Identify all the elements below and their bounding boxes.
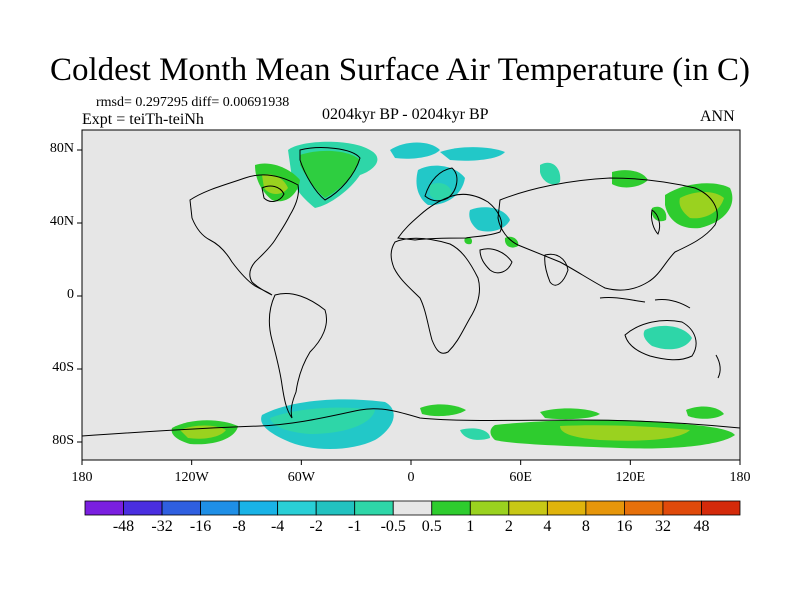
colorbar-label: 2 [504, 518, 513, 535]
coast-south-america [268, 293, 327, 419]
coast-indonesia [599, 297, 691, 309]
colorbar-label: -1 [348, 518, 362, 535]
colorbar-label: -32 [151, 518, 173, 535]
colorbar-box [508, 500, 548, 516]
latitude-ticks [77, 149, 82, 443]
lat-tick-label: 40N [49, 214, 74, 229]
colorbar-box [277, 500, 317, 516]
colorbar-box [161, 500, 201, 516]
colorbar-box [123, 500, 163, 516]
experiment-label: Expt = teiTh-teiNh [82, 111, 204, 128]
colorbar-label: 32 [654, 518, 671, 535]
patch-arctic-cyan-2 [440, 147, 505, 161]
colorbar-label: 16 [616, 518, 633, 535]
patch-eastasia-yg [679, 192, 724, 219]
lon-tick-label: 60E [509, 470, 532, 485]
patch-s-atlantic-green [420, 404, 466, 417]
lon-tick-label: 120W [174, 470, 209, 485]
coast-new-zealand [715, 354, 721, 379]
colorbar-box [546, 500, 587, 516]
colorbar-box [315, 500, 356, 516]
colorbar-label: 8 [581, 518, 590, 535]
patch-arctic-cyan-1 [390, 142, 440, 159]
colorbar-box [392, 500, 433, 516]
colorbar-label: 0.5 [421, 518, 442, 535]
colorbar-box [200, 500, 240, 516]
anomaly-patches [171, 141, 735, 449]
colorbar-box [431, 500, 471, 516]
colorbar-label: -0.5 [380, 518, 406, 535]
colorbar-box [238, 500, 279, 516]
lat-tick-label: 80N [49, 141, 74, 156]
colorbar-label: -48 [112, 518, 135, 535]
coast-hudson-bay [261, 185, 285, 202]
coast-arabia [479, 248, 513, 274]
colorbar-label: 1 [466, 518, 475, 535]
lat-tick-label: 40S [52, 360, 74, 375]
colorbar-box [624, 500, 664, 516]
coast-antarctica [81, 408, 741, 437]
patch-greenland-green [300, 150, 360, 198]
colorbar-label: 48 [693, 518, 710, 535]
colorbar-box [701, 500, 741, 516]
coast-europe [397, 193, 503, 241]
coast-north-america [189, 174, 299, 296]
patch-scandinavia-teal [430, 183, 452, 201]
colorbar-box [84, 500, 124, 516]
coast-scandinavia [424, 167, 458, 202]
patch-antarctic-teal [270, 407, 375, 434]
coastlines [81, 147, 741, 437]
patch-mideast-green-2 [464, 237, 473, 245]
lon-tick-label: 0 [407, 470, 415, 485]
colorbar-box [354, 500, 394, 516]
patch-antarctic-yg-east [560, 425, 690, 441]
coast-asia [497, 177, 718, 291]
patch-s-pacific-green-2 [686, 406, 724, 419]
coast-japan [651, 209, 661, 235]
coast-africa [390, 237, 481, 354]
longitude-ticks [81, 460, 741, 465]
season-label: ANN [700, 108, 735, 125]
colorbar-label: -4 [270, 518, 285, 535]
colorbar-label: -8 [232, 518, 246, 535]
patch-antarctic-teal-east [460, 428, 490, 440]
lon-tick-label: 60W [287, 470, 315, 485]
coast-india [544, 253, 569, 286]
lat-tick-label: 80S [52, 433, 74, 448]
colorbar-box [662, 500, 702, 516]
colorbar-label: -2 [309, 518, 323, 535]
lon-tick-label: 180 [71, 470, 93, 485]
patch-australia-teal [643, 325, 692, 350]
stats-text: rmsd= 0.297295 diff= 0.00691938 [96, 95, 290, 110]
coast-australia [624, 320, 697, 361]
chart-title: Coldest Month Mean Surface Air Temperatu… [50, 52, 750, 88]
lon-tick-label: 120E [615, 470, 646, 485]
patch-japan-green [651, 206, 667, 222]
period-label: 0204kyr BP - 0204kyr BP [322, 106, 489, 123]
colorbar-label: 4 [543, 518, 552, 535]
patch-hudson-yg [262, 174, 288, 194]
lon-tick-label: 180 [729, 470, 751, 485]
patch-arctic-teal-3 [540, 162, 561, 185]
colorbar-box [585, 500, 625, 516]
colorbar-box [469, 500, 510, 516]
coast-greenland [299, 147, 361, 201]
patch-s-indian-green [540, 408, 600, 420]
colorbar-label: -16 [189, 518, 212, 535]
patch-mideast-green [504, 236, 519, 248]
colorbar [84, 500, 741, 516]
lat-tick-label: 0 [67, 287, 74, 302]
